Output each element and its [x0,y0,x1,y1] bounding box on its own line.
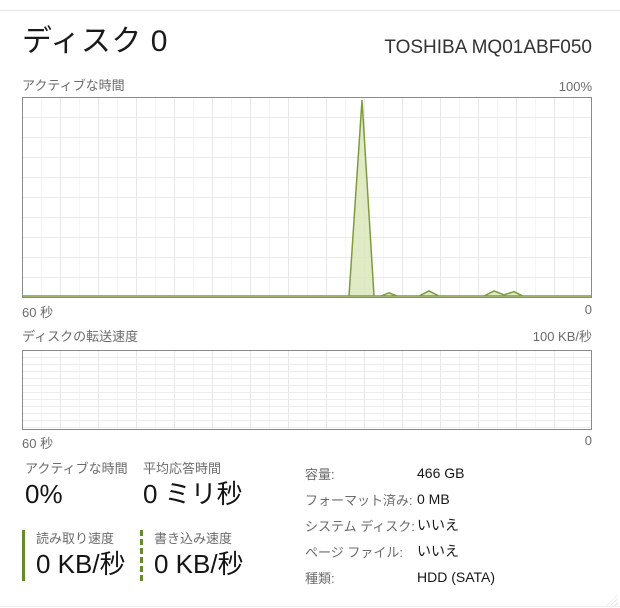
transfer-rate-axis-right: 0 [584,433,592,448]
top-divider [0,10,620,11]
detail-capacity-label: 容量: [305,466,335,482]
detail-row-formatted: フォーマット済み: 0 MB [305,486,585,512]
detail-row-capacity: 容量: 466 GB [305,460,585,486]
transfer-rate-chart-label: ディスクの転送速度 [22,329,139,344]
stat-avg-response-value: 0 ミリ秒 [143,479,243,509]
detail-type-value: HDD (SATA) [417,569,496,585]
transfer-rate-axis-row: 60 秒 0 [22,433,592,452]
detail-capacity-value: 466 GB [417,465,465,481]
stat-read-speed-value: 0 KB/秒 [36,549,126,579]
stat-read-speed: 読み取り速度 0 KB/秒 [22,530,126,581]
detail-page-file-label: ページ ファイル: [305,544,403,560]
transfer-rate-axis-left: 60 秒 [22,436,54,451]
stat-active-time-label: アクティブな時間 [25,461,128,476]
detail-row-system-disk: システム ディスク: いいえ [305,512,585,538]
stat-write-speed: 書き込み速度 0 KB/秒 [140,530,244,581]
resize-grip-icon[interactable] [606,594,618,606]
active-time-chart-label: アクティブな時間 [22,78,125,93]
active-time-caption-row: アクティブな時間 100% [22,76,592,94]
stat-active-time: アクティブな時間 0% [22,460,128,511]
device-name: TOSHIBA MQ01ABF050 [384,37,592,58]
page-title: ディスク 0 [22,25,168,58]
stat-active-time-value: 0% [25,479,63,509]
bottom-divider [0,606,620,607]
stat-avg-response: 平均応答時間 0 ミリ秒 [140,460,243,511]
detail-system-disk-label: システム ディスク: [305,518,415,534]
detail-row-page-file: ページ ファイル: いいえ [305,538,585,564]
transfer-rate-max-label: 100 KB/秒 [532,329,592,344]
active-time-series [23,99,591,297]
detail-formatted-value: 0 MB [417,491,450,507]
detail-row-type: 種類: HDD (SATA) [305,564,585,590]
detail-formatted-label: フォーマット済み: [305,492,413,508]
panel-header: ディスク 0 TOSHIBA MQ01ABF050 [22,22,592,62]
detail-page-file-value: いいえ [417,543,459,559]
active-time-axis-right: 0 [584,302,592,317]
active-time-chart[interactable] [22,97,592,298]
active-time-axis-left: 60 秒 [22,305,54,320]
transfer-rate-caption-row: ディスクの転送速度 100 KB/秒 [22,327,592,345]
transfer-rate-chart[interactable] [22,350,592,430]
active-time-max-label: 100% [558,79,592,94]
stat-write-speed-label: 書き込み速度 [154,531,233,546]
detail-type-label: 種類: [305,570,335,586]
stat-read-speed-label: 読み取り速度 [36,531,115,546]
stat-avg-response-label: 平均応答時間 [143,461,222,476]
stat-write-speed-value: 0 KB/秒 [154,549,244,579]
disk-details: 容量: 466 GB フォーマット済み: 0 MB システム ディスク: いいえ… [305,460,585,590]
active-time-axis-row: 60 秒 0 [22,302,592,321]
detail-system-disk-value: いいえ [417,517,459,533]
